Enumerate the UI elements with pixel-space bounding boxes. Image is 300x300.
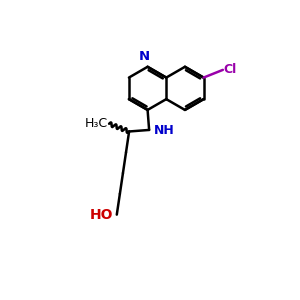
Text: HO: HO [90, 208, 114, 222]
Text: Cl: Cl [224, 63, 237, 76]
Text: N: N [139, 50, 150, 63]
Text: H₃C: H₃C [84, 116, 108, 130]
Text: NH: NH [154, 124, 175, 137]
